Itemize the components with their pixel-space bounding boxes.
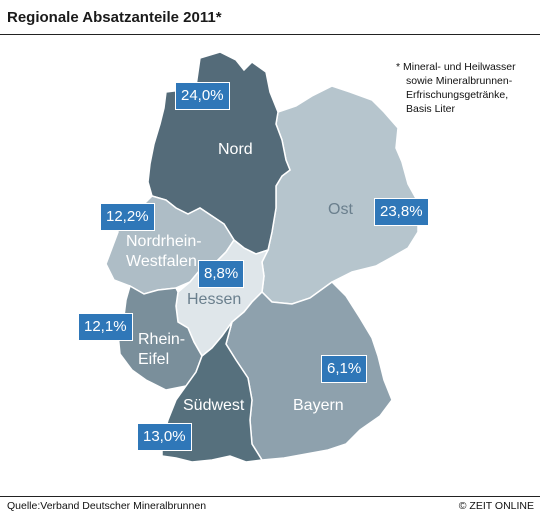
source-credit: Quelle:Verband Deutscher Mineralbrunnen (7, 500, 207, 512)
region-label-nord: Nord (218, 141, 253, 158)
brand-credit: © ZEIT ONLINE (458, 500, 534, 512)
region-ost[interactable] (261, 85, 419, 305)
share-badge-rheineifel: 12,1% (78, 313, 133, 341)
footnote-line-2: sowie Mineralbrunnen- (406, 75, 513, 87)
share-badge-hessen: 8,8% (198, 260, 245, 288)
share-badge-bayern: 6,1% (321, 355, 368, 383)
footnote: * Mineral- und Heilwasser sowie Mineralb… (396, 60, 536, 116)
region-label-rheineifel-line1: Rhein- (138, 331, 186, 348)
share-badge-suedwest: 13,0% (137, 423, 192, 451)
bottom-divider (0, 496, 540, 497)
share-badge-ost: 23,8% (374, 198, 429, 226)
region-label-rheineifel-line2: Eifel (138, 351, 170, 368)
footnote-line-4: Basis Liter (406, 103, 456, 115)
region-label-hessen: Hessen (187, 291, 242, 308)
footnote-line-1: * Mineral- und Heilwasser (396, 61, 516, 73)
top-divider (0, 34, 540, 35)
region-label-nrw: Nordrhein- Westfalen (126, 232, 202, 272)
region-label-bayern: Bayern (293, 397, 344, 414)
chart-title: Regionale Absatzanteile 2011* (7, 9, 222, 26)
region-label-nrw-line1: Nordrhein- (126, 233, 202, 250)
region-label-nrw-line2: Westfalen (126, 253, 197, 270)
region-label-suedwest: Südwest (183, 397, 245, 414)
region-label-ost: Ost (328, 201, 353, 218)
region-label-rheineifel: Rhein- Eifel (138, 330, 185, 370)
share-badge-nrw: 12,2% (100, 203, 155, 231)
share-badge-nord: 24,0% (175, 82, 230, 110)
footnote-line-3: Erfrischungsgetränke, (406, 89, 509, 101)
